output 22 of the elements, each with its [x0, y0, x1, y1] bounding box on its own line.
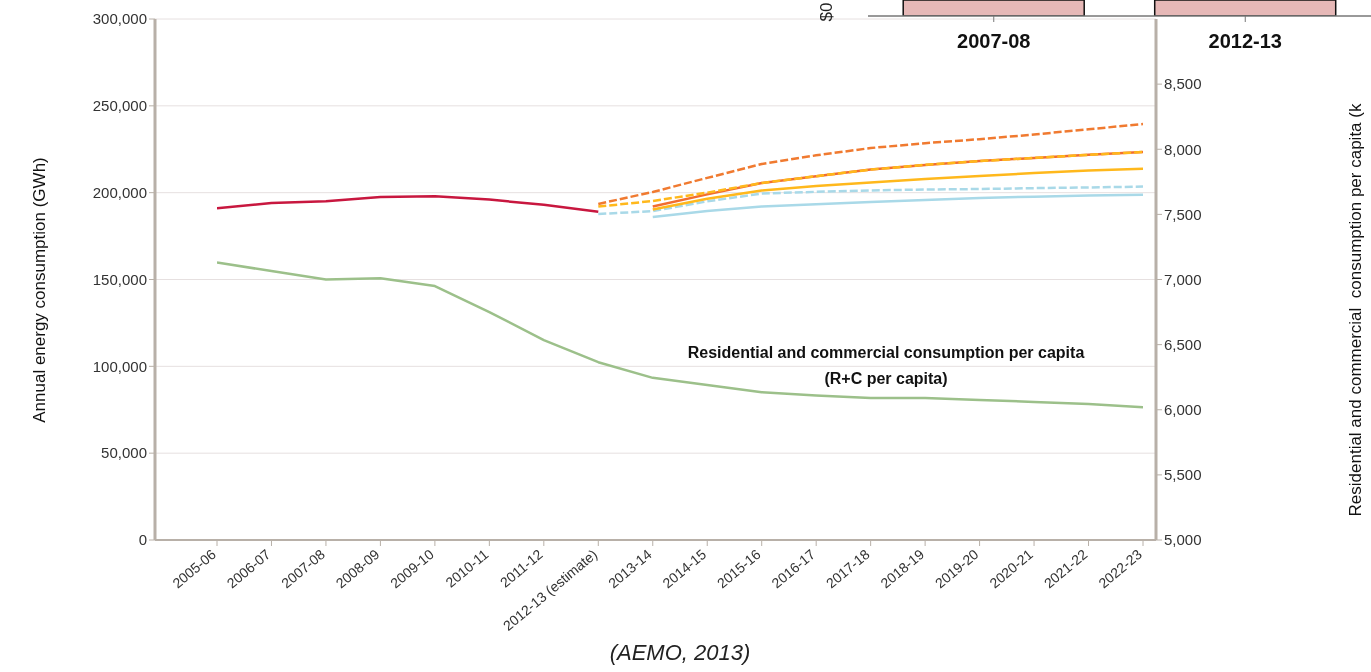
text: (AEMO, 2013)	[609, 640, 751, 666]
y-tick-label: 0	[138, 531, 147, 549]
y2-tick-label: 6,500	[1164, 335, 1202, 353]
y-tick-label: 250,000	[92, 97, 147, 115]
y-tick-label: 300,000	[92, 10, 147, 28]
annotation: Residential and commercial consumption per capita (R+C per capita)	[687, 343, 1085, 389]
y2-tick-label: 5,000	[1164, 531, 1202, 549]
y2-axis-title: Residential and commercial consumption per capita (k	[1346, 103, 1366, 517]
y-tick-label: 150,000	[92, 270, 147, 288]
y-tick-label: 200,000	[92, 183, 147, 201]
y2-tick-label: 8,000	[1164, 140, 1202, 158]
y-tick-label: 50,000	[101, 444, 147, 462]
y2-tick-label: 5,500	[1164, 466, 1202, 484]
y2-tick-label: 7,500	[1164, 205, 1202, 223]
x-tick-label: 2007-08	[957, 30, 1031, 53]
y-axis-title: Annual energy consumption (GWh)	[30, 157, 50, 423]
y2-tick-label: 6,000	[1164, 401, 1202, 419]
x-tick-label: 2012-13	[1208, 30, 1282, 53]
y2-tick-label: 8,500	[1164, 75, 1202, 93]
y2-tick-label: 7,000	[1164, 270, 1202, 288]
y-tick-label: 100,000	[92, 357, 147, 375]
annotation: $0	[817, 2, 837, 22]
